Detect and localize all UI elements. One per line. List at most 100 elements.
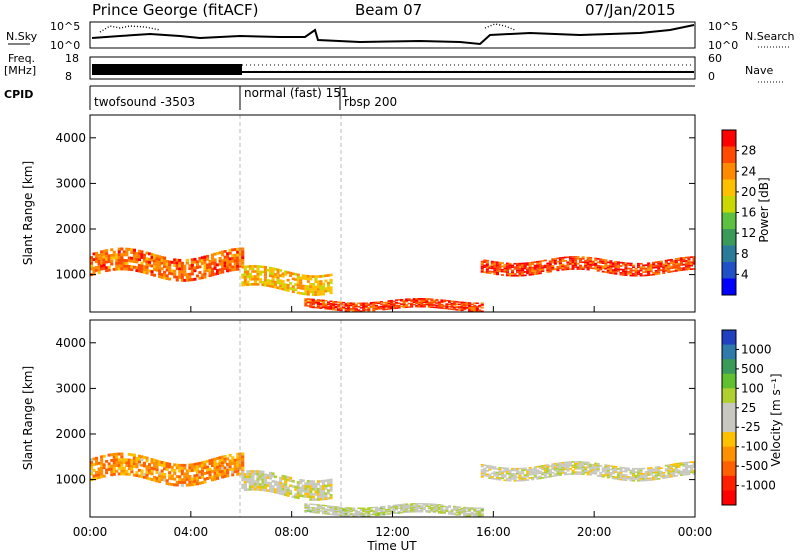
heatmap-cell xyxy=(211,478,215,482)
heatmap-cell xyxy=(246,470,250,473)
heatmap-cell xyxy=(105,252,109,255)
heatmap-cell xyxy=(584,259,588,262)
heatmap-cell xyxy=(390,305,394,308)
heatmap-cell xyxy=(596,466,600,469)
heatmap-cell xyxy=(674,475,678,477)
heatmap-cell xyxy=(165,274,169,278)
heatmap-cell xyxy=(548,263,552,266)
heatmap-cell xyxy=(311,299,315,302)
heatmap-cell xyxy=(420,300,424,302)
heatmap-cell xyxy=(256,283,260,286)
heatmap-cell xyxy=(586,261,590,264)
heatmap-cell xyxy=(417,299,421,301)
heatmap-cell xyxy=(392,307,396,310)
heatmap-cell xyxy=(553,268,557,270)
heatmap-cell xyxy=(629,264,633,267)
x-tick-label: 00:00 xyxy=(678,525,713,539)
heatmap-cell xyxy=(158,263,162,267)
heatmap-cell xyxy=(311,485,315,488)
heatmap-cell xyxy=(178,481,182,484)
heatmap-cell xyxy=(410,506,414,509)
heatmap-cell xyxy=(226,269,230,273)
heatmap-cell xyxy=(505,479,509,482)
heatmap-cell xyxy=(311,283,315,286)
heatmap-cell xyxy=(309,299,313,302)
heatmap-cell xyxy=(339,307,343,309)
heatmap-cell xyxy=(632,269,636,272)
heatmap-cell xyxy=(475,310,479,312)
heatmap-cell xyxy=(352,304,356,307)
heatmap-cell xyxy=(629,269,633,272)
heatmap-cell xyxy=(616,263,620,265)
heatmap-cell xyxy=(470,306,474,309)
heatmap-cell xyxy=(397,306,401,308)
heatmap-cell xyxy=(306,277,310,281)
heatmap-cell xyxy=(513,274,517,277)
heatmap-cell xyxy=(478,304,482,307)
heatmap-cell xyxy=(445,304,449,306)
heatmap-cell xyxy=(637,479,641,482)
heatmap-cell xyxy=(495,468,499,470)
heatmap-cell xyxy=(644,271,648,273)
heatmap-cell xyxy=(163,262,167,266)
heatmap-cell xyxy=(649,477,653,479)
heatmap-cell xyxy=(145,465,149,469)
heatmap-cell xyxy=(591,472,595,475)
heatmap-cell xyxy=(422,299,426,301)
heatmap-cell xyxy=(319,300,323,303)
heatmap-cell xyxy=(236,455,240,459)
heatmap-cell xyxy=(261,270,265,274)
heatmap-cell xyxy=(692,466,696,468)
heatmap-cell xyxy=(374,511,378,513)
heatmap-cell xyxy=(316,280,320,283)
heatmap-cell xyxy=(548,475,552,478)
heatmap-cell xyxy=(203,272,207,276)
heatmap-cell xyxy=(105,260,109,264)
heatmap-cell xyxy=(316,505,320,507)
heatmap-cell xyxy=(243,485,247,489)
heatmap-cell xyxy=(354,515,358,517)
heatmap-cell xyxy=(354,308,358,310)
heatmap-cell xyxy=(241,478,245,482)
heatmap-cell xyxy=(241,247,245,251)
colorbar-tick-label: 8 xyxy=(741,247,749,261)
heatmap-cell xyxy=(150,273,154,276)
heatmap-cell xyxy=(586,263,590,266)
heatmap-cell xyxy=(584,463,588,465)
heatmap-cell xyxy=(551,463,555,465)
heatmap-cell xyxy=(367,511,371,514)
heatmap-cell xyxy=(563,260,567,262)
heatmap-cell xyxy=(309,482,313,486)
heatmap-cell xyxy=(188,275,192,279)
heatmap-cell xyxy=(175,264,179,268)
heatmap-cell xyxy=(243,488,247,492)
heatmap-cell xyxy=(500,475,504,478)
heatmap-cell xyxy=(576,473,580,475)
heatmap-cell xyxy=(566,268,570,271)
heatmap-cell xyxy=(677,471,681,473)
heatmap-cell xyxy=(425,300,429,302)
heatmap-cell xyxy=(321,285,325,288)
heatmap-cell xyxy=(165,268,169,272)
heatmap-cell xyxy=(382,511,386,513)
heatmap-cell xyxy=(679,462,683,464)
heatmap-cell xyxy=(422,506,426,508)
heatmap-cell xyxy=(405,511,409,513)
heatmap-cell xyxy=(195,476,199,480)
heatmap-cell xyxy=(548,260,552,263)
heatmap-cell xyxy=(601,267,605,270)
heatmap-cell xyxy=(306,482,310,486)
heatmap-cell xyxy=(309,506,313,509)
heatmap-cell xyxy=(553,473,557,475)
heatmap-cell xyxy=(137,249,141,253)
heatmap-cell xyxy=(483,271,487,274)
heatmap-cell xyxy=(127,247,131,251)
heatmap-cell xyxy=(95,471,99,474)
heatmap-cell xyxy=(135,462,139,466)
heatmap-cell xyxy=(97,253,101,257)
heatmap-cell xyxy=(102,463,106,467)
heatmap-cell xyxy=(246,270,250,273)
heatmap-cell xyxy=(586,268,590,271)
heatmap-cell xyxy=(528,468,532,471)
heatmap-cell xyxy=(634,478,638,480)
